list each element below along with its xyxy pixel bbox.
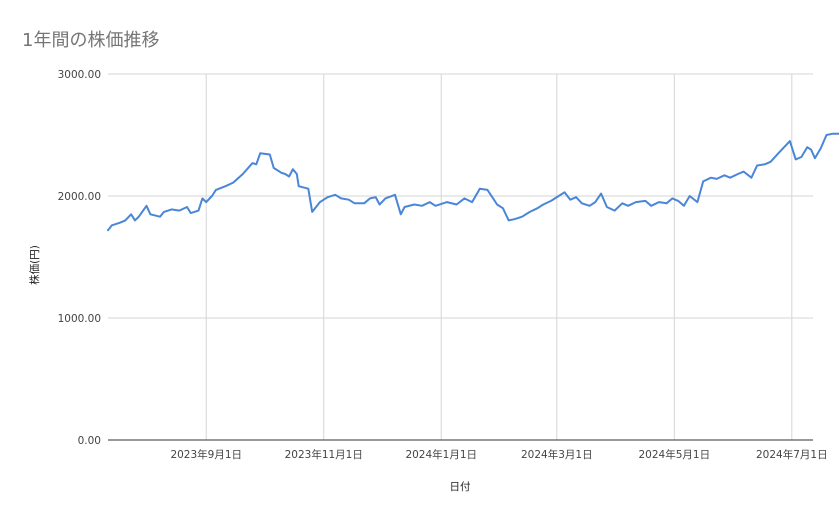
y-tick-label: 2000.00 [58,191,101,203]
x-axis-title: 日付 [450,480,471,493]
grid-lines [108,73,813,441]
y-tick-label: 1000.00 [58,313,101,325]
chart-title: 1年間の株価推移 [22,30,159,51]
x-tick-label: 2023年11月1日 [285,448,363,461]
x-tick-label: 2024年5月1日 [639,448,711,461]
y-axis-ticks: 0.00 1000.00 2000.00 3000.00 [58,69,101,447]
x-tick-label: 2023年9月1日 [170,448,242,461]
y-axis-title: 株価(円) [28,245,41,285]
y-tick-label: 3000.00 [58,69,101,81]
x-tick-label: 2024年1月1日 [405,448,477,461]
y-tick-label: 0.00 [78,435,101,447]
x-axis-ticks: 2023年9月1日 2023年11月1日 2024年1月1日 2024年3月1日 202… [170,448,827,461]
x-tick-label: 2024年3月1日 [521,448,593,461]
x-tick-label: 2024年7月1日 [756,448,828,461]
series-group [107,132,839,232]
series-line [107,132,839,232]
